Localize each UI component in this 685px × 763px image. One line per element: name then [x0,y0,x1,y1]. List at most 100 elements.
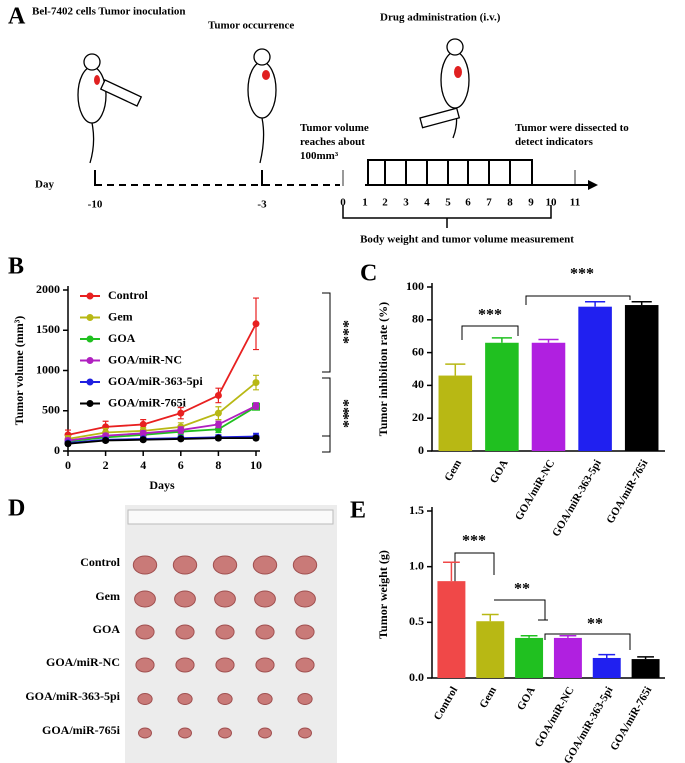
row-label: GOA [93,622,121,636]
bracket [342,205,552,228]
x-tick-label: GOA/miR-NC [532,685,576,750]
row-label: Gem [95,589,120,603]
panel-label: B [8,254,24,280]
point [139,420,147,428]
tumor [174,590,196,608]
series-line [67,381,257,440]
bar [553,637,582,678]
y-axis-label: Tumor weight (g) [376,550,390,639]
row-label: GOA/miR-NC [46,655,120,669]
series-line [67,323,257,436]
day-label: 8 [507,197,513,209]
significance-label: *** [334,320,351,344]
y-tick-label: 2000 [36,282,60,296]
row-label: GOA/miR-765i [42,723,121,737]
x-tick-label: GOA [515,685,538,713]
day-label: 1 [362,197,368,209]
tumor [134,590,156,608]
timeline-panel: A Bel-7402 cells Tumor inoculation Tumor… [8,4,598,228]
y-tick-label: 60 [412,344,424,358]
y-tick-label: 1.5 [409,503,424,517]
mouse-icon [77,53,143,164]
x-tick-label: GOA/miR-765i [608,685,654,753]
y-tick-label: 1.0 [409,558,424,572]
step-label: Bel-7402 cells Tumor inoculation [32,6,186,18]
mouse-icon [419,38,470,139]
significance-label: *** [478,307,502,324]
bar [531,342,566,451]
point [139,429,147,437]
y-tick-label: 100 [406,279,424,293]
day-label: 0 [340,197,346,209]
y-tick-label: 500 [42,403,60,417]
point [214,420,222,428]
legend-swatch [86,357,94,364]
tumor [135,624,155,640]
error-bar [598,653,616,658]
day-label: 11 [570,197,580,209]
day-label: 7 [486,197,492,209]
x-tick-label: GOA [488,458,511,486]
point [177,426,185,434]
axis-line [67,286,260,452]
tumor [214,590,236,608]
significance-bracket [494,599,548,621]
series-line [67,405,257,442]
panel-label: E [350,498,366,524]
row-label: Control [80,555,120,569]
bar [437,581,466,678]
day-label: -3 [257,199,267,211]
tumor [297,693,313,705]
tumor [215,657,235,673]
caption: Body weight and tumor volume measurement [360,234,574,246]
tumor [258,727,272,739]
tumor [137,693,153,705]
point [177,435,185,443]
tumor [138,727,152,739]
axis-label: Day [35,179,54,191]
legend-swatch [86,400,94,407]
tumor [218,727,232,739]
x-tick-label: Control [432,685,461,723]
point [252,402,260,410]
day-label: 5 [445,197,451,209]
x-tick-label: 6 [178,458,184,472]
significance-label: ** [334,412,351,428]
tumor [254,590,276,608]
significance-label: *** [462,533,486,550]
legend-swatch [86,292,94,300]
step-label: Tumor volume reaches about 100mm³ [300,122,369,162]
day-label: 4 [424,197,430,209]
tumor [255,624,275,640]
bar [624,305,659,451]
day-label: 3 [403,197,409,209]
x-tick-label: Gem [442,458,464,484]
legend-label: GOA/miR-NC [108,352,182,366]
point [139,436,147,444]
error-bar [631,301,652,306]
tumor [135,657,155,673]
error-bar [559,634,577,638]
error-bar [637,656,654,660]
legend-swatch [86,378,94,386]
ruler [127,509,334,525]
significance-label: ** [334,399,351,415]
point [64,440,72,448]
tumor [294,590,316,608]
mouse-icon [247,48,277,164]
bar [476,621,505,678]
y-tick-label: 80 [412,312,424,326]
x-tick-label: 8 [215,458,221,472]
tumor [217,693,233,705]
point [214,391,222,399]
significance-bracket [322,292,331,373]
significance-bracket [322,377,331,437]
tumor [178,727,192,739]
x-tick-label: GOA/miR-NC [513,458,557,523]
y-tick-label: 20 [412,410,424,424]
day-label: 6 [465,197,471,209]
error-bar [445,363,466,376]
x-tick-label: 0 [65,458,71,472]
y-tick-label: 1500 [36,322,60,336]
